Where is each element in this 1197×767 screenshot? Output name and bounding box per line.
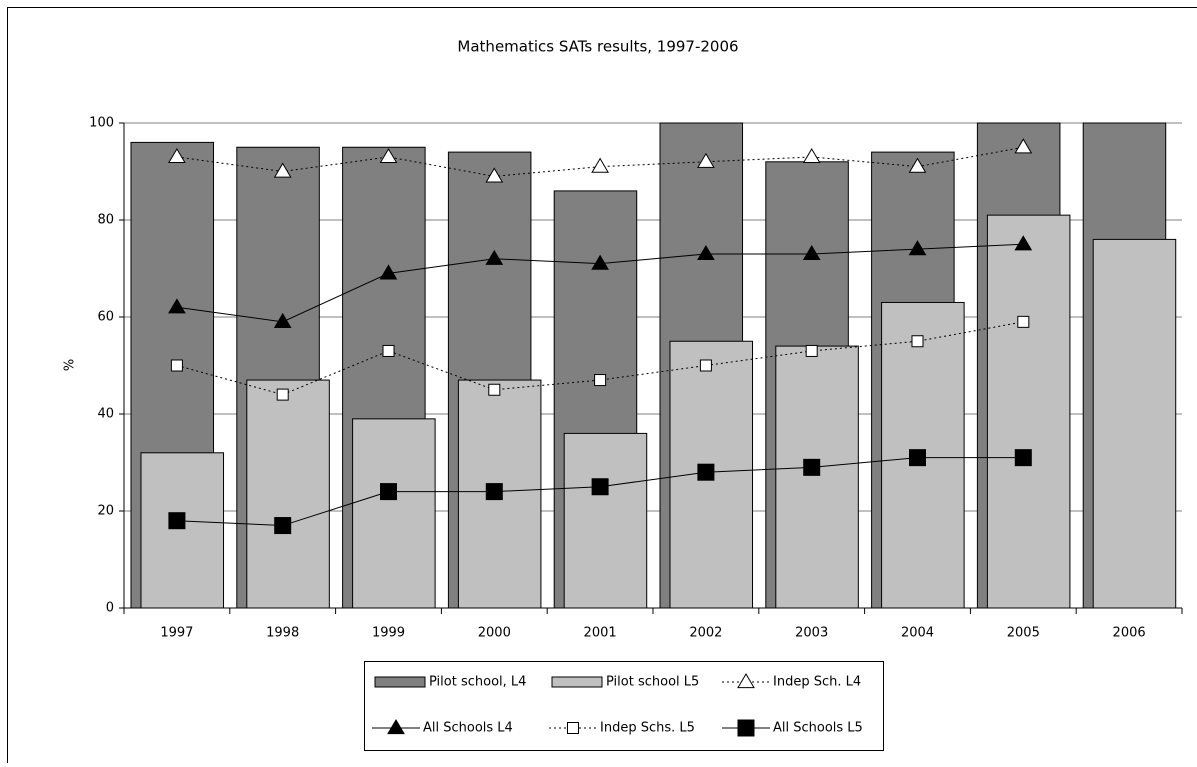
- x-tick-label: 1999: [372, 626, 405, 641]
- chart-title: Mathematics SATs results, 1997-2006: [457, 38, 738, 56]
- legend-label: Pilot school L5: [606, 675, 699, 690]
- x-tick-label: 2002: [689, 626, 722, 641]
- marker: [277, 389, 288, 400]
- y-tick-label: 100: [89, 116, 114, 131]
- bar: [1093, 239, 1176, 608]
- y-tick-label: 60: [97, 310, 114, 325]
- y-tick-label: 40: [97, 407, 114, 422]
- y-axis-label: %: [63, 359, 78, 371]
- marker: [568, 723, 579, 734]
- x-tick-label: 2006: [1113, 626, 1146, 641]
- marker: [383, 345, 394, 356]
- marker: [738, 720, 754, 736]
- legend-label: Pilot school, L4: [429, 675, 526, 690]
- x-tick-label: 2005: [1007, 626, 1040, 641]
- legend-label: Indep Schs. L5: [600, 721, 695, 736]
- legend-swatch: [552, 677, 602, 687]
- legend-label: All Schools L5: [773, 721, 863, 736]
- marker: [804, 459, 820, 475]
- bar: [564, 433, 647, 608]
- x-tick-label: 1998: [266, 626, 299, 641]
- marker: [910, 450, 926, 466]
- legend-label: Indep Sch. L4: [773, 675, 861, 690]
- marker: [806, 345, 817, 356]
- marker: [169, 513, 185, 529]
- y-tick-label: 80: [97, 213, 114, 228]
- marker: [592, 479, 608, 495]
- y-tick-label: 20: [97, 504, 114, 519]
- y-tick-label: 0: [106, 601, 114, 616]
- legend-swatch: [375, 677, 425, 687]
- bar: [353, 419, 436, 608]
- marker: [275, 518, 291, 534]
- marker: [489, 384, 500, 395]
- x-tick-label: 2004: [901, 626, 934, 641]
- marker: [486, 484, 502, 500]
- bar: [247, 380, 330, 608]
- marker: [171, 360, 182, 371]
- marker: [1015, 450, 1031, 466]
- legend-label: All Schools L4: [423, 721, 513, 736]
- x-tick-label: 2001: [584, 626, 617, 641]
- bar: [987, 215, 1070, 608]
- marker: [698, 464, 714, 480]
- bar: [141, 453, 224, 608]
- marker: [1018, 316, 1029, 327]
- x-tick-label: 2003: [795, 626, 828, 641]
- x-tick-label: 1997: [160, 626, 193, 641]
- x-tick-label: 2000: [478, 626, 511, 641]
- marker: [381, 484, 397, 500]
- bar: [776, 346, 859, 608]
- marker: [595, 375, 606, 386]
- marker: [700, 360, 711, 371]
- marker: [912, 336, 923, 347]
